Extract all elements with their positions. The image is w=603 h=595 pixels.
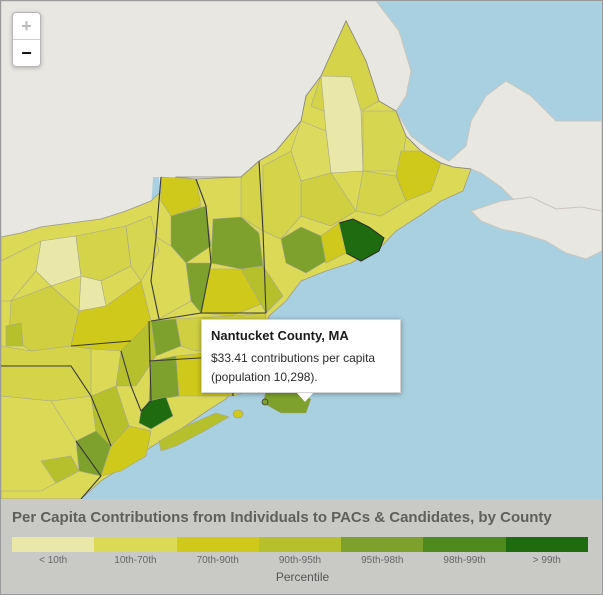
legend-bin-label: 98th-99th: [443, 555, 486, 566]
legend-bin-label: > 99th: [532, 555, 561, 566]
county[interactable]: [75, 225, 132, 282]
legend-swatches: [12, 537, 588, 552]
legend-bin-label: 70th-90th: [196, 555, 239, 566]
nantucket-island[interactable]: [261, 398, 269, 406]
tooltip-pointer: [297, 393, 313, 402]
legend-swatch: [505, 537, 588, 552]
legend-bin-label: 90th-95th: [278, 555, 322, 566]
legend-swatch: [94, 537, 177, 552]
county[interactable]: [148, 355, 180, 402]
legend-swatch: [341, 537, 424, 552]
legend-title: Per Capita Contributions from Individual…: [12, 509, 552, 526]
zoom-control: + −: [12, 12, 41, 67]
legend-bin-label: 10th-70th: [114, 555, 157, 566]
county-tooltip: Nantucket County, MA $33.41 contribution…: [201, 319, 401, 393]
nova-scotia: [470, 196, 602, 260]
zoom-in-button[interactable]: +: [13, 13, 40, 40]
county[interactable]: [125, 215, 160, 282]
legend-labels: < 10th 10th-70th 70th-90th 90th-95th 95th-98…: [12, 555, 588, 566]
legend-axis-label: Percentile: [275, 570, 330, 584]
tooltip-population: (population 10,298).: [211, 370, 318, 384]
legend-bin-label: 95th-98th: [361, 555, 404, 566]
legend-bin-label: < 10th: [39, 555, 68, 566]
legend-swatch: [12, 537, 95, 552]
legend-swatch: [176, 537, 259, 552]
county[interactable]: [40, 455, 80, 484]
county[interactable]: [355, 170, 407, 217]
county[interactable]: [240, 265, 284, 314]
county[interactable]: [320, 222, 347, 264]
zoom-out-button[interactable]: −: [21, 43, 32, 63]
choropleth-map[interactable]: [1, 1, 602, 499]
marthas-vineyard[interactable]: [232, 409, 244, 419]
county[interactable]: [5, 322, 24, 347]
county[interactable]: [1, 345, 92, 402]
tooltip-title: Nantucket County, MA: [211, 328, 349, 343]
county-polygons[interactable]: [1, 20, 442, 492]
county[interactable]: [170, 205, 212, 264]
county[interactable]: [1, 240, 42, 302]
county[interactable]: [160, 176, 202, 217]
legend-swatch: [258, 537, 342, 552]
tooltip-contributions: $33.41 contributions per capita: [211, 351, 376, 365]
legend-swatch: [423, 537, 506, 552]
county[interactable]: [158, 412, 230, 452]
international-border: [176, 20, 472, 178]
legend-panel: Per Capita Contributions from Individual…: [1, 499, 602, 594]
